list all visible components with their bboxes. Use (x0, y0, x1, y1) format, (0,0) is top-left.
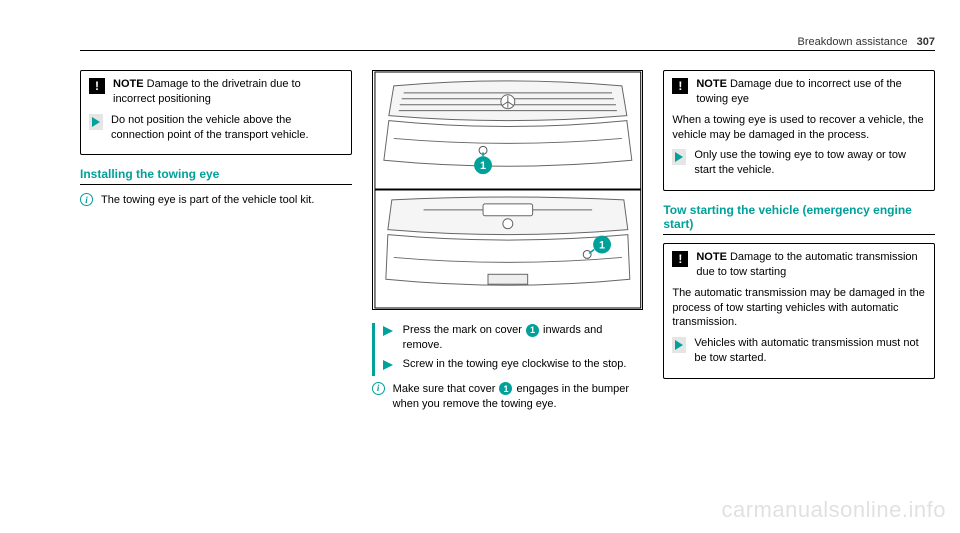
exclamation-icon: ! (672, 78, 688, 94)
note-box-drivetrain: ! NOTE Damage to the drivetrain due to i… (80, 70, 352, 155)
column-3: ! NOTE Damage due to incorrect use of th… (663, 70, 935, 415)
note-body: When a towing eye is used to recover a v… (672, 113, 926, 143)
step-text: Press the mark on cover 1 inwards and re… (403, 323, 644, 353)
towing-eye-diagram: 1 1 (372, 70, 644, 310)
callout-1-icon: 1 (526, 324, 539, 337)
heading-tow-starting: Tow starting the vehicle (emergency engi… (663, 203, 935, 235)
note-title: NOTE Damage due to incorrect use of the … (696, 77, 926, 107)
action-arrow-icon (672, 149, 686, 165)
watermark: carmanualsonline.info (721, 497, 946, 523)
info-row: i The towing eye is part of the vehicle … (80, 193, 352, 208)
action-arrow-icon (89, 114, 103, 130)
green-side-bar (372, 323, 375, 376)
note-box-automatic-transmission: ! NOTE Damage to the automatic transmiss… (663, 243, 935, 379)
note-action-text: Vehicles with automatic transmission mus… (694, 336, 926, 366)
info-text: Make sure that cover 1 engages in the bu… (393, 382, 644, 412)
info-icon: i (80, 193, 93, 206)
action-arrow-icon (381, 358, 395, 372)
step-text: Screw in the towing eye clockwise to the… (403, 357, 644, 372)
heading-installing-towing-eye: Installing the towing eye (80, 167, 352, 185)
steps-group: Press the mark on cover 1 inwards and re… (372, 323, 644, 376)
callout-1-icon: 1 (499, 382, 512, 395)
note-header: ! NOTE Damage to the drivetrain due to i… (89, 77, 343, 107)
note-box-towing-eye-use: ! NOTE Damage due to incorrect use of th… (663, 70, 935, 191)
note-title-bold: NOTE (696, 251, 727, 263)
column-1: ! NOTE Damage to the drivetrain due to i… (80, 70, 352, 415)
note-action-text: Do not position the vehicle above the co… (111, 113, 343, 143)
action-arrow-icon (672, 337, 686, 353)
note-title: NOTE Damage to the drivetrain due to inc… (113, 77, 343, 107)
note-title: NOTE Damage to the automatic transmissio… (696, 250, 926, 280)
svg-text:1: 1 (599, 240, 605, 252)
info-cover-engages: i Make sure that cover 1 engages in the … (372, 382, 644, 412)
step1-part-a: Press the mark on cover (403, 324, 525, 336)
page-header: Breakdown assistance 307 (798, 36, 935, 48)
note-body: The automatic transmission may be damage… (672, 286, 926, 331)
info-icon: i (372, 382, 385, 395)
content-columns: ! NOTE Damage to the drivetrain due to i… (80, 70, 935, 415)
note-action: Do not position the vehicle above the co… (89, 113, 343, 143)
steps-content: Press the mark on cover 1 inwards and re… (381, 323, 644, 376)
exclamation-icon: ! (89, 78, 105, 94)
exclamation-icon: ! (672, 251, 688, 267)
note-title-bold: NOTE (113, 78, 144, 90)
page-number: 307 (917, 36, 935, 48)
action-arrow-icon (381, 324, 395, 338)
column-2: 1 1 (372, 70, 644, 415)
note-action: Only use the towing eye to tow away or t… (672, 148, 926, 178)
svg-text:1: 1 (480, 160, 486, 172)
note-action-text: Only use the towing eye to tow away or t… (694, 148, 926, 178)
section-name: Breakdown assistance (798, 36, 908, 48)
info-text: The towing eye is part of the vehicle to… (101, 193, 352, 208)
info-part-a: Make sure that cover (393, 383, 499, 395)
note-title-text: Damage due to incorrect use of the towin… (696, 78, 901, 105)
note-header: ! NOTE Damage to the automatic transmiss… (672, 250, 926, 280)
step-screw-towing-eye: Screw in the towing eye clockwise to the… (381, 357, 644, 372)
note-header: ! NOTE Damage due to incorrect use of th… (672, 77, 926, 107)
note-title-text: Damage to the automatic transmission due… (696, 251, 917, 278)
step-press-cover: Press the mark on cover 1 inwards and re… (381, 323, 644, 353)
note-title-bold: NOTE (696, 78, 727, 90)
note-action: Vehicles with automatic transmission mus… (672, 336, 926, 366)
header-rule (80, 50, 935, 51)
